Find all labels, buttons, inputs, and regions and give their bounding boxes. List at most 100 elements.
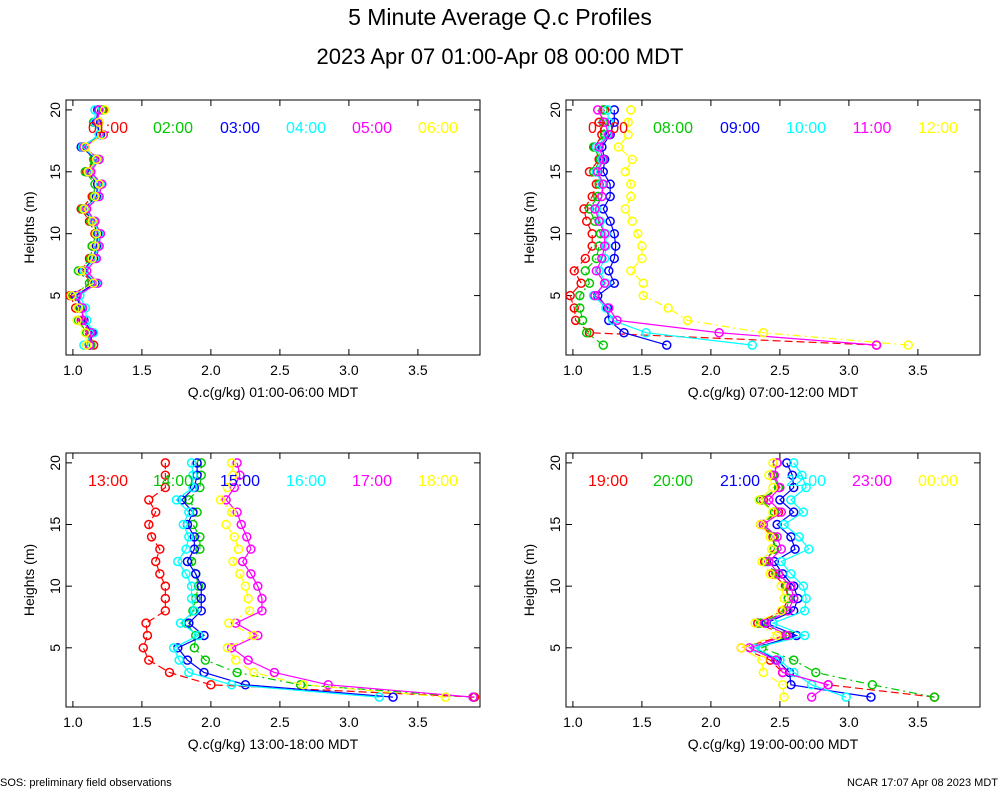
- data-point: [246, 544, 256, 554]
- data-point: [604, 266, 614, 276]
- series-line-2200: [753, 462, 847, 698]
- data-point: [641, 327, 651, 338]
- data-point: [221, 495, 231, 505]
- data-point: [599, 117, 610, 128]
- data-point: [769, 470, 780, 480]
- data-point: [155, 544, 165, 554]
- data-point: [779, 593, 789, 604]
- data-point: [248, 667, 259, 678]
- data-point: [787, 470, 798, 480]
- chart-subtitle: 2023 Apr 07 01:00-Apr 08 00:00 MDT: [316, 44, 684, 69]
- data-point: [757, 655, 767, 665]
- series-line-1700: [225, 462, 474, 698]
- legend-label: 13:00: [88, 473, 128, 490]
- data-point: [323, 680, 333, 690]
- data-point: [97, 105, 107, 115]
- data-point: [637, 241, 647, 251]
- x-tick-label: 3.5: [408, 362, 428, 378]
- data-point: [440, 692, 451, 702]
- data-point: [581, 327, 592, 338]
- legend-label: 00:00: [918, 473, 958, 490]
- x-axis-label: Q.c(g/kg) 19:00-00:00 MDT: [688, 736, 859, 752]
- data-point: [590, 290, 600, 301]
- series-line-2300: [747, 462, 830, 698]
- data-point: [221, 519, 231, 530]
- x-tick-label: 3.0: [339, 714, 359, 730]
- data-point: [243, 593, 253, 604]
- data-point: [579, 204, 589, 214]
- data-point: [609, 117, 620, 128]
- data-point: [184, 507, 194, 517]
- data-point: [76, 266, 86, 276]
- x-tick-label: 2.0: [201, 714, 221, 730]
- series-layer: [566, 105, 913, 350]
- data-point: [228, 556, 238, 567]
- data-point: [598, 105, 609, 115]
- data-point: [226, 643, 237, 653]
- data-point: [758, 327, 769, 338]
- data-point: [799, 606, 810, 616]
- series-line-1500: [176, 462, 394, 698]
- data-point: [193, 581, 204, 591]
- data-point: [86, 327, 96, 338]
- data-point: [186, 581, 197, 591]
- x-tick-label: 1.0: [63, 362, 83, 378]
- data-point: [661, 340, 672, 350]
- data-point: [783, 606, 793, 616]
- data-point: [79, 204, 89, 214]
- x-tick-label: 2.5: [270, 714, 290, 730]
- data-point: [189, 532, 200, 542]
- data-point: [240, 680, 251, 690]
- data-point: [623, 129, 633, 140]
- plot-frame: [65, 452, 481, 708]
- data-point: [144, 495, 154, 505]
- data-point: [160, 593, 171, 604]
- data-point: [195, 544, 205, 554]
- data-point: [714, 327, 724, 338]
- y-tick-label: 20: [547, 455, 563, 471]
- data-point: [141, 618, 151, 628]
- data-point: [83, 167, 93, 177]
- data-point: [776, 544, 787, 554]
- data-point: [388, 692, 398, 702]
- data-point: [626, 191, 636, 202]
- data-point: [605, 216, 615, 227]
- data-point: [72, 290, 82, 301]
- data-point: [237, 556, 248, 567]
- data-point: [81, 340, 92, 350]
- data-point: [613, 142, 624, 152]
- series-line-1200: [617, 109, 909, 346]
- legend-label: 18:00: [418, 473, 458, 490]
- legend-label: 15:00: [220, 473, 260, 490]
- data-point: [638, 278, 649, 288]
- data-point: [186, 593, 197, 604]
- series-layer: [138, 458, 480, 702]
- data-point: [72, 315, 82, 326]
- legend-label: 02:00: [153, 120, 193, 137]
- data-point: [196, 581, 206, 591]
- y-tick-label: 15: [47, 517, 63, 533]
- data-point: [788, 581, 799, 591]
- data-point: [569, 303, 580, 313]
- data-point: [232, 458, 242, 468]
- x-axis-label: Q.c(g/kg) 07:00-12:00 MDT: [688, 384, 859, 400]
- data-point: [788, 593, 799, 604]
- data-point: [772, 458, 782, 468]
- data-point: [230, 655, 241, 665]
- data-point: [782, 458, 792, 468]
- data-point: [757, 556, 767, 567]
- data-point: [801, 593, 811, 604]
- data-point: [794, 532, 804, 542]
- legend-label: 22:00: [786, 473, 826, 490]
- y-axis-label: Heights (m): [521, 544, 537, 616]
- legend-label: 19:00: [588, 473, 628, 490]
- data-point: [797, 470, 807, 480]
- data-point: [142, 630, 153, 641]
- data-point: [584, 204, 595, 214]
- data-point: [599, 253, 610, 264]
- data-point: [570, 315, 581, 326]
- data-point: [788, 482, 799, 493]
- y-tick-label: 20: [547, 102, 563, 118]
- data-point: [769, 556, 780, 567]
- x-tick-label: 3.5: [908, 362, 928, 378]
